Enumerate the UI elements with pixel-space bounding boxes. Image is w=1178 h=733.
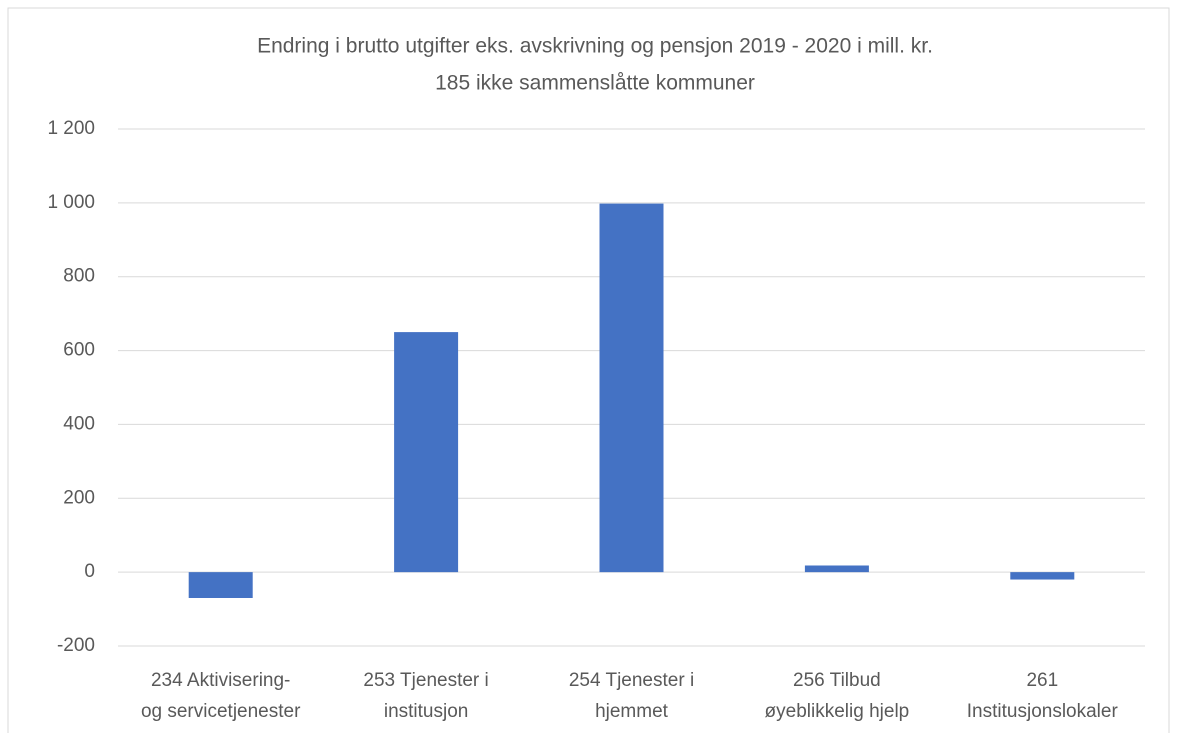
bar — [1010, 572, 1075, 580]
y-tick-label: 1 200 — [47, 118, 95, 139]
x-tick-label: institusjon — [384, 701, 469, 722]
x-tick-label: øyeblikkelig hjelp — [765, 701, 910, 722]
bar — [804, 565, 869, 573]
bar — [599, 203, 664, 573]
x-tick-label: 261 — [1026, 670, 1058, 691]
y-tick-label: 200 — [63, 487, 95, 508]
y-tick-label: 800 — [63, 266, 95, 287]
chart-subtitle: 185 ikke sammenslåtte kommuner — [435, 72, 755, 95]
x-tick-label: 253 Tjenester i — [363, 670, 488, 691]
x-tick-label: 256 Tilbud — [793, 670, 881, 691]
y-tick-label: 0 — [84, 561, 95, 582]
chart-border — [7, 7, 1170, 733]
chart-title: Endring i brutto utgifter eks. avskrivni… — [257, 35, 933, 58]
bar — [394, 332, 459, 573]
x-tick-label: 254 Tjenester i — [569, 670, 694, 691]
y-tick-label: -200 — [57, 635, 95, 656]
x-tick-label: 234 Aktivisering- — [151, 670, 290, 691]
y-tick-label: 1 000 — [47, 192, 95, 213]
bar — [188, 572, 253, 598]
x-tick-label: Institusjonslokaler — [967, 701, 1119, 722]
y-tick-label: 600 — [63, 340, 95, 361]
x-tick-label: hjemmet — [595, 701, 669, 722]
y-tick-label: 400 — [63, 413, 95, 434]
x-tick-label: og servicetjenester — [141, 701, 301, 722]
